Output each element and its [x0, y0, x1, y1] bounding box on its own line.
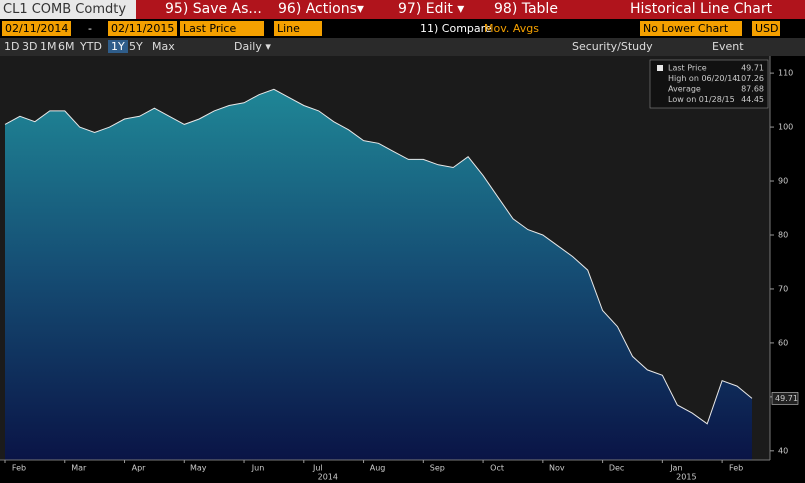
- period-button[interactable]: 1M: [40, 40, 57, 53]
- x-tick-label: Jan: [669, 464, 682, 473]
- x-tick-label: Feb: [729, 464, 743, 473]
- frequency-select[interactable]: Daily ▾: [234, 40, 271, 53]
- menu-button[interactable]: 97) Edit ▾: [398, 1, 465, 17]
- security-study-button[interactable]: Security/Study: [572, 40, 653, 53]
- date-separator: -: [88, 22, 92, 35]
- legend-value: 49.71: [741, 64, 764, 73]
- compare-value[interactable]: Mov. Avgs: [484, 22, 539, 35]
- x-tick-label: Mar: [71, 464, 87, 473]
- period-button[interactable]: 3D: [22, 40, 38, 53]
- y-tick-label: 40: [778, 446, 788, 455]
- end-date[interactable]: 02/11/2015: [108, 21, 178, 36]
- security-field[interactable]: CL1 COMB Comdty: [0, 0, 136, 19]
- price-line: [4, 88, 753, 425]
- menu-button[interactable]: 98) Table: [494, 1, 558, 17]
- field-select[interactable]: Last Price: [180, 21, 264, 36]
- x-tick-label: Sep: [430, 464, 445, 473]
- y-tick-label: 60: [778, 338, 788, 347]
- legend-value: 44.45: [741, 95, 764, 104]
- x-tick-label: Oct: [490, 464, 504, 473]
- x-tick-label: May: [190, 464, 207, 473]
- chart: 405060708090100110FebMarAprMayJunJul2014…: [0, 56, 799, 482]
- currency-select[interactable]: USD: [752, 21, 780, 36]
- style-select[interactable]: Line: [274, 21, 322, 36]
- event-button[interactable]: Event: [712, 40, 744, 53]
- legend-label: Average: [668, 85, 701, 94]
- area-fill: [5, 89, 752, 461]
- last-price-tag: [771, 392, 799, 405]
- y-tick-label: 80: [778, 230, 788, 239]
- period-button[interactable]: 5Y: [129, 40, 143, 53]
- period-bar: Daily ▾ Security/Study Event 1D 3D 1M 6M YTD…: [0, 38, 805, 56]
- x-tick-label: Nov: [549, 464, 565, 473]
- legend-box: [649, 59, 769, 109]
- legend-label: Low on 01/28/15: [668, 95, 735, 104]
- period-button[interactable]: 1Y: [108, 40, 128, 53]
- last-price-label: 49.71: [775, 394, 798, 403]
- year-label: 2015: [676, 473, 696, 482]
- x-tick-label: Feb: [12, 464, 26, 473]
- screen-title: Historical Line Chart: [630, 1, 773, 17]
- compare-label[interactable]: 11) Compare: [420, 22, 492, 35]
- menu-button[interactable]: 95) Save As...: [165, 1, 262, 17]
- y-tick-label: 110: [778, 69, 793, 78]
- legend-label: Last Price: [668, 64, 707, 73]
- legend-swatch: [657, 65, 663, 71]
- year-label: 2014: [318, 473, 338, 482]
- legend-label: High on 06/20/14: [668, 74, 737, 83]
- period-button[interactable]: 6M: [58, 40, 75, 53]
- x-tick-label: Apr: [132, 464, 147, 473]
- legend-value: 87.68: [741, 85, 764, 94]
- settings-bar: 02/11/2014 - 02/11/2015 Last Price Line …: [0, 20, 805, 37]
- period-button[interactable]: Max: [152, 40, 175, 53]
- x-tick-label: Jul: [312, 464, 323, 473]
- start-date[interactable]: 02/11/2014: [2, 21, 72, 36]
- legend-value: 107.26: [736, 74, 764, 83]
- period-button[interactable]: 1D: [4, 40, 20, 53]
- y-tick-label: 90: [778, 177, 788, 186]
- function-bar: CL1 COMB Comdty 95) Save As... 96) Actio…: [0, 0, 805, 19]
- x-tick-label: Jun: [251, 464, 265, 473]
- lower-chart-select[interactable]: No Lower Chart: [640, 21, 742, 36]
- x-tick-label: Aug: [370, 464, 386, 473]
- period-button[interactable]: YTD: [80, 40, 102, 53]
- y-tick-label: 100: [778, 123, 793, 132]
- menu-button[interactable]: 96) Actions▾: [278, 1, 364, 17]
- y-tick-label: 70: [778, 284, 788, 293]
- x-tick-label: Dec: [609, 464, 624, 473]
